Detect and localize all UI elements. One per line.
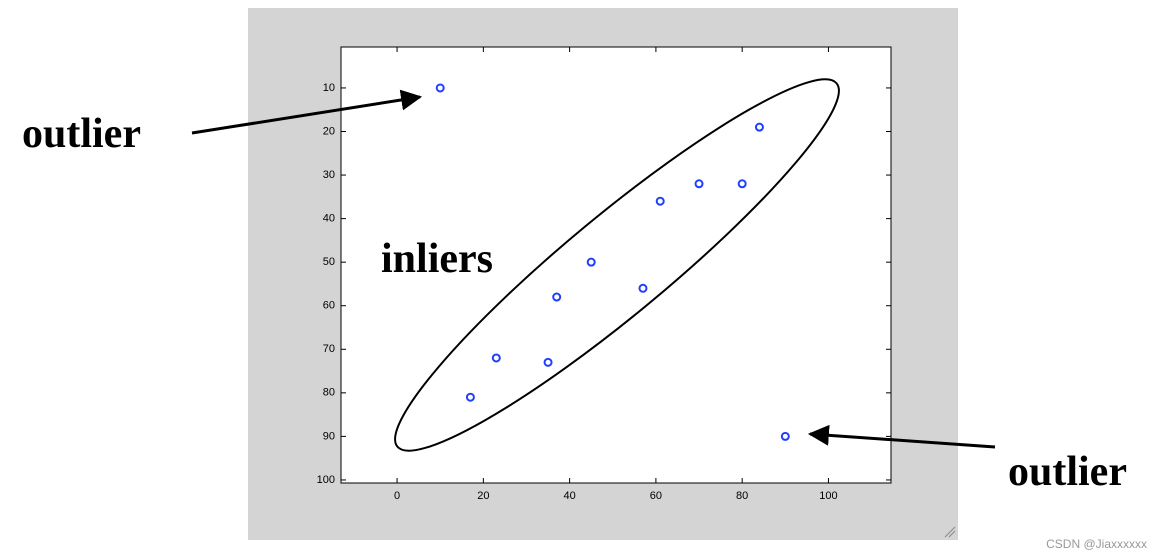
point (754, 122, 764, 132)
annotation: outlier (22, 111, 141, 157)
x-tick-label: 20 (477, 490, 489, 502)
plot-area (340, 46, 892, 484)
y-tick-label: 40 (323, 213, 335, 225)
point (638, 283, 648, 293)
point (780, 431, 790, 441)
y-tick-label: 20 (323, 125, 335, 137)
y-tick-label: 60 (323, 300, 335, 312)
x-tick-label: 60 (650, 490, 662, 502)
point (543, 357, 553, 367)
inlier-ellipse (394, 78, 840, 452)
y-tick-label: 70 (323, 343, 335, 355)
x-tick-label: 0 (394, 490, 400, 502)
arrow (191, 89, 423, 135)
annotation: outlier (1008, 449, 1127, 495)
x-tick-label: 100 (819, 490, 837, 502)
point (694, 179, 704, 189)
x-tick-label: 40 (564, 490, 576, 502)
point (552, 292, 562, 302)
point (435, 83, 445, 93)
annotation: inliers (381, 236, 493, 282)
arrow (807, 424, 996, 449)
point (465, 392, 475, 402)
y-tick-label: 80 (323, 387, 335, 399)
y-tick-label: 10 (323, 82, 335, 94)
x-tick-label: 80 (736, 490, 748, 502)
y-tick-label: 30 (323, 169, 335, 181)
y-tick-label: 90 (323, 430, 335, 442)
y-tick-label: 50 (323, 256, 335, 268)
point (586, 257, 596, 267)
y-tick-label: 100 (317, 474, 335, 486)
point (655, 196, 665, 206)
watermark: CSDN @Jiaxxxxxx (1046, 537, 1147, 551)
point (491, 353, 501, 363)
point (737, 179, 747, 189)
resize-grip (944, 526, 956, 538)
